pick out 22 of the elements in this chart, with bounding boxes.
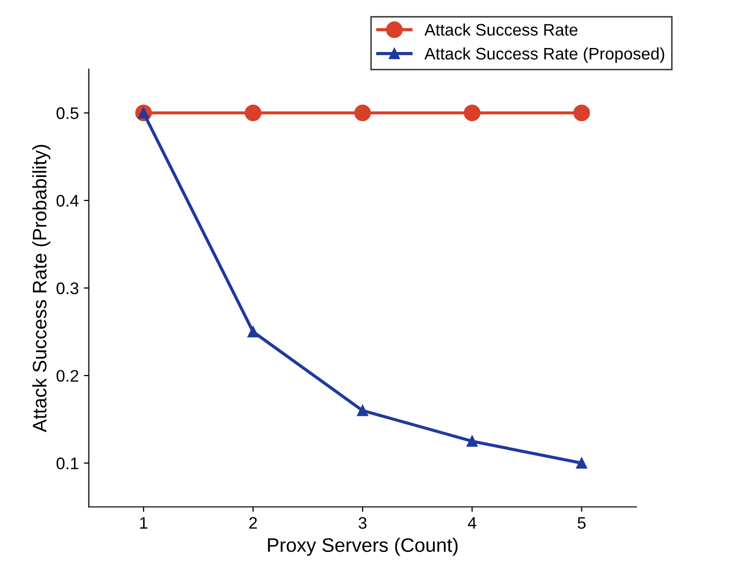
point	[357, 405, 368, 416]
y-tick-label: 0.2	[56, 370, 78, 382]
point	[244, 104, 262, 122]
y-tick-label: 0.5	[56, 107, 78, 120]
point	[464, 104, 480, 122]
legend-label: Attack Success Rate (Proposed)	[424, 47, 664, 63]
x-tick-label: 2	[249, 517, 257, 529]
y-axis-title: Attack Success Rate (Probability)	[32, 144, 50, 432]
point	[576, 458, 588, 469]
y-tick-label: 0.3	[56, 282, 78, 294]
x-tick-label: 3	[358, 517, 366, 529]
point	[354, 104, 371, 122]
x-tick-label: 4	[468, 517, 476, 529]
point	[248, 326, 259, 338]
point	[573, 104, 590, 122]
x-tick-label: 5	[578, 517, 586, 529]
y-tick-label: 0.4	[56, 194, 79, 207]
legend-label: Attack Success Rate	[424, 23, 578, 36]
y-tick-label: 0.1	[56, 458, 78, 470]
x-axis-title: Proxy Servers (Count)	[268, 538, 458, 556]
point	[466, 436, 478, 447]
x-tick-label: 1	[140, 517, 148, 529]
